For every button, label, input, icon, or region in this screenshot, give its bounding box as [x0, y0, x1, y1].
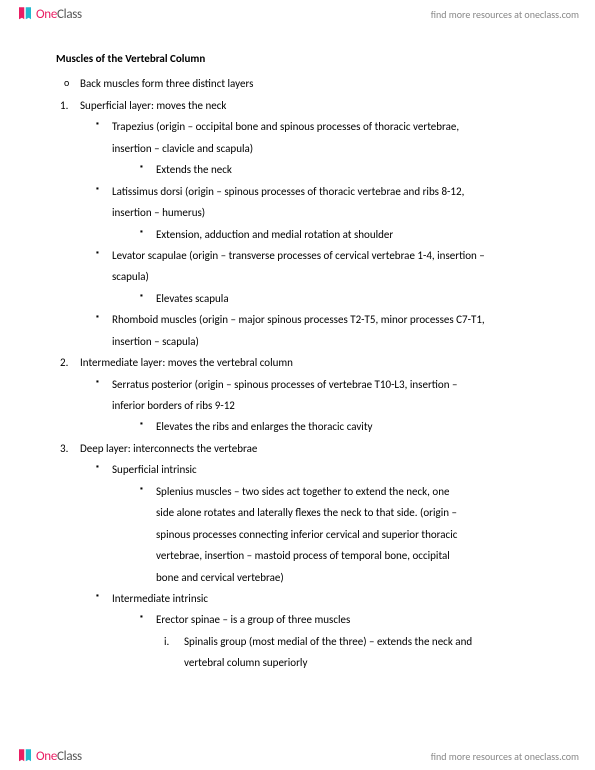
muscle-item: Serratus posterior (origin – spinous pro… [56, 374, 547, 395]
document-body: Muscles of the Vertebral Column Back mus… [56, 48, 547, 722]
muscle-item-cont: inferior borders of ribs 9-12 [56, 395, 547, 416]
roman-item-cont: vertebral column superiorly [56, 652, 547, 673]
brand-text: OneClass [36, 7, 82, 22]
intrinsic-detail: Erector spinae – is a group of three mus… [56, 609, 547, 630]
intrinsic-detail: spinous processes connecting inferior ce… [56, 524, 547, 545]
roman-item: i.Spinalis group (most medial of the thr… [56, 631, 547, 652]
brand-logo: OneClass [16, 747, 82, 765]
muscle-item: Trapezius (origin – occipital bone and s… [56, 116, 547, 137]
doc-title: Muscles of the Vertebral Column [56, 48, 547, 69]
resources-link-bottom[interactable]: find more resources at oneclass.com [431, 750, 579, 763]
intrinsic-label: Superficial intrinsic [56, 459, 547, 480]
muscle-action: Elevates the ribs and enlarges the thora… [56, 416, 547, 437]
intro-line: Back muscles form three distinct layers [56, 73, 547, 94]
book-icon [16, 747, 34, 765]
brand-logo: OneClass [16, 5, 82, 23]
resources-link-top[interactable]: find more resources at oneclass.com [431, 8, 579, 21]
intrinsic-label: Intermediate intrinsic [56, 588, 547, 609]
muscle-item-cont: insertion – clavicle and scapula) [56, 138, 547, 159]
muscle-action: Extension, adduction and medial rotation… [56, 224, 547, 245]
muscle-item: Levator scapulae (origin – transverse pr… [56, 245, 547, 266]
intrinsic-detail: bone and cervical vertebrae) [56, 567, 547, 588]
layer-heading: 3.Deep layer: interconnects the vertebra… [56, 438, 547, 459]
muscle-action: Elevates scapula [56, 288, 547, 309]
brand-text: OneClass [36, 749, 82, 764]
layer-heading: 2.Intermediate layer: moves the vertebra… [56, 352, 547, 373]
intrinsic-detail: side alone rotates and laterally flexes … [56, 502, 547, 523]
page-footer: OneClass find more resources at oneclass… [0, 742, 595, 770]
muscle-item: Rhomboid muscles (origin – major spinous… [56, 309, 547, 330]
page-header: OneClass find more resources at oneclass… [0, 0, 595, 28]
intrinsic-detail: Splenius muscles – two sides act togethe… [56, 481, 547, 502]
intrinsic-detail: vertebrae, insertion – mastoid process o… [56, 545, 547, 566]
muscle-item: Latissimus dorsi (origin – spinous proce… [56, 181, 547, 202]
muscle-action: Extends the neck [56, 159, 547, 180]
muscle-item-cont: insertion – humerus) [56, 202, 547, 223]
layer-heading: 1.Superficial layer: moves the neck [56, 95, 547, 116]
book-icon [16, 5, 34, 23]
muscle-item-cont: insertion – scapula) [56, 331, 547, 352]
muscle-item-cont: scapula) [56, 266, 547, 287]
